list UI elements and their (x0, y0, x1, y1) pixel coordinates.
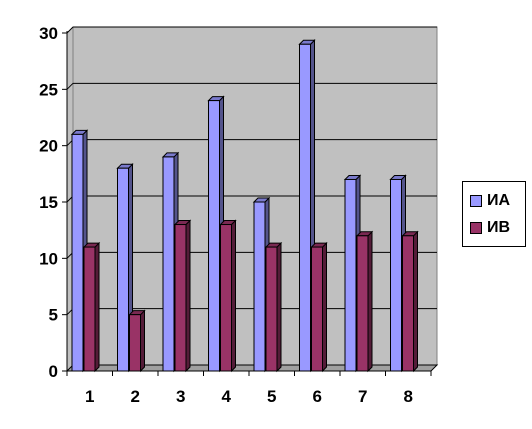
bar-front (265, 246, 278, 372)
bar-side (367, 230, 373, 373)
bars (70, 39, 419, 373)
bar-front (220, 224, 232, 372)
bar-front (117, 167, 129, 372)
bar-iv-1 (82, 241, 101, 373)
y-tick-label-5: 25 (39, 80, 58, 99)
bar-side (94, 241, 100, 373)
legend: ИА ИВ (462, 181, 526, 247)
legend-label-ia: ИА (487, 192, 511, 209)
bar-front (162, 156, 175, 372)
x-tick-labels: 1 2 3 4 5 6 7 8 (85, 387, 413, 406)
bar-iv-3 (173, 219, 192, 373)
bar-side (322, 241, 327, 373)
y-tick-label-6: 30 (39, 24, 58, 43)
y-tick-label-1: 5 (49, 306, 58, 325)
legend-swatch-iv (470, 222, 482, 234)
bar-front (174, 224, 187, 372)
bar-iv-7 (355, 230, 374, 373)
bar-side (276, 241, 282, 373)
bar-front (253, 201, 266, 372)
bar-front (402, 235, 414, 372)
bar-front (71, 133, 84, 372)
bar-front (344, 178, 357, 372)
gridline-depth-5 (66, 82, 74, 90)
x-tick-label-2: 3 (176, 387, 185, 406)
bar-iv-8 (401, 230, 419, 373)
y-tick-label-2: 10 (39, 249, 58, 268)
legend-swatch-ia (470, 195, 482, 207)
bar-iv-6 (310, 241, 328, 373)
x-tick-label-1: 2 (131, 387, 140, 406)
bar-iv-2 (128, 309, 146, 373)
x-tick-label-7: 8 (404, 387, 413, 406)
y-tick-label-0: 0 (49, 362, 58, 381)
bar-front (311, 246, 323, 372)
bar-side (140, 309, 145, 373)
y-tick-labels: 0 5 10 15 20 25 30 (39, 24, 58, 381)
bar-front (356, 235, 369, 372)
y-tick-label-3: 15 (39, 193, 58, 212)
bar-front (390, 178, 402, 372)
bar-side (185, 219, 191, 373)
bar-side (413, 230, 418, 373)
bar-front (208, 100, 220, 372)
gridlines (66, 26, 437, 316)
x-tick-label-5: 6 (313, 387, 322, 406)
bar-iv-4 (219, 219, 237, 373)
bar-iv-5 (264, 241, 283, 373)
x-tick-label-3: 4 (222, 387, 232, 406)
bar-front (83, 246, 96, 372)
x-tick-label-6: 7 (358, 387, 367, 406)
bar-front (299, 43, 311, 372)
x-tick-label-4: 5 (267, 387, 276, 406)
gridline-depth-6 (66, 26, 74, 34)
y-tick-label-4: 20 (39, 137, 58, 156)
legend-item-ia: ИА (470, 192, 510, 210)
x-tick-label-0: 1 (85, 387, 94, 406)
bar-side (231, 219, 236, 373)
legend-item-iv: ИВ (470, 219, 510, 237)
legend-label-iv: ИВ (487, 219, 511, 236)
bar-front (129, 314, 141, 372)
